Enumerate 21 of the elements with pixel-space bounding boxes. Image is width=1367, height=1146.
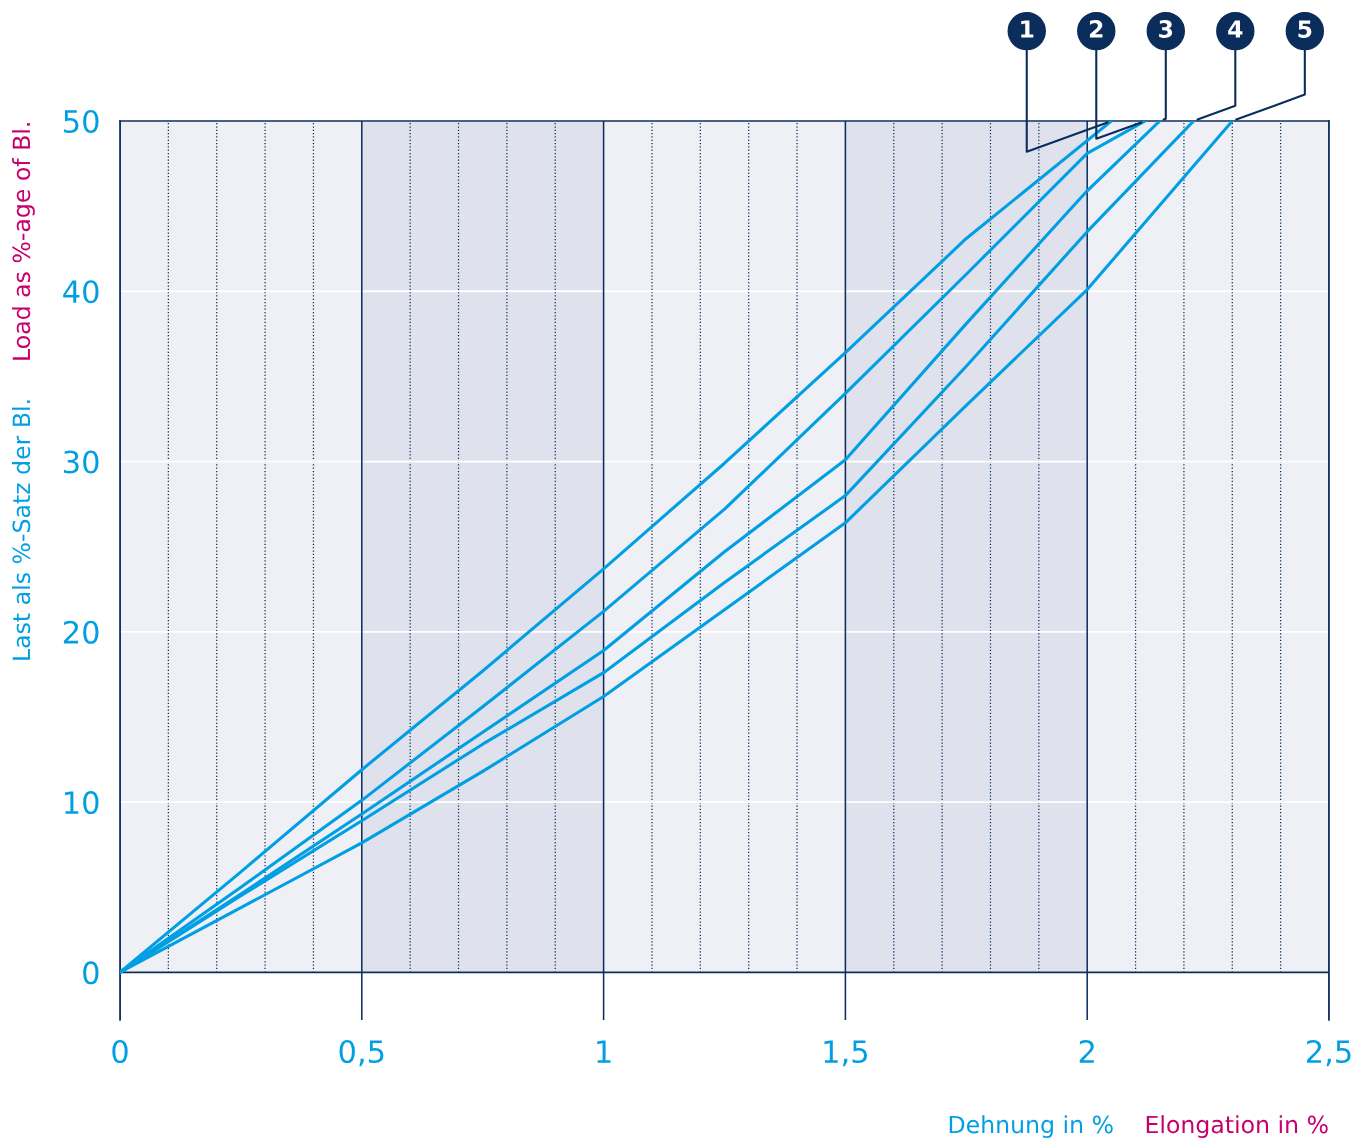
x-tick-label: 1,5 — [824, 1040, 868, 1067]
x-tick-label: 2 — [1079, 1039, 1094, 1063]
x-tick-label: 2,5 — [1306, 1039, 1351, 1067]
text: Load as %-age of Bl. — [12, 123, 35, 360]
text: 2 — [1089, 20, 1103, 38]
x-tick-label: 1 — [597, 1040, 611, 1063]
y-tick-label: 40 — [63, 280, 99, 304]
x-tick-label: 0,5 — [339, 1039, 384, 1067]
text: 3 — [1159, 20, 1173, 38]
y-tick-label: 30 — [64, 450, 99, 474]
x-axis-title: Dehnung in % — [949, 1115, 1113, 1138]
text: 4 — [1228, 20, 1243, 38]
y-tick-label: 20 — [63, 620, 99, 644]
text: 5 — [1298, 20, 1312, 38]
text: 1 — [1021, 20, 1034, 38]
y-tick-label: 0 — [83, 961, 99, 985]
text: Elongation in % — [1146, 1115, 1328, 1138]
y-tick-label: 50 — [64, 109, 99, 134]
y-tick-label: 10 — [65, 790, 99, 815]
x-tick-label: 0 — [112, 1039, 128, 1064]
y-axis-title: Last als %-Satz der Bl. — [12, 400, 31, 660]
